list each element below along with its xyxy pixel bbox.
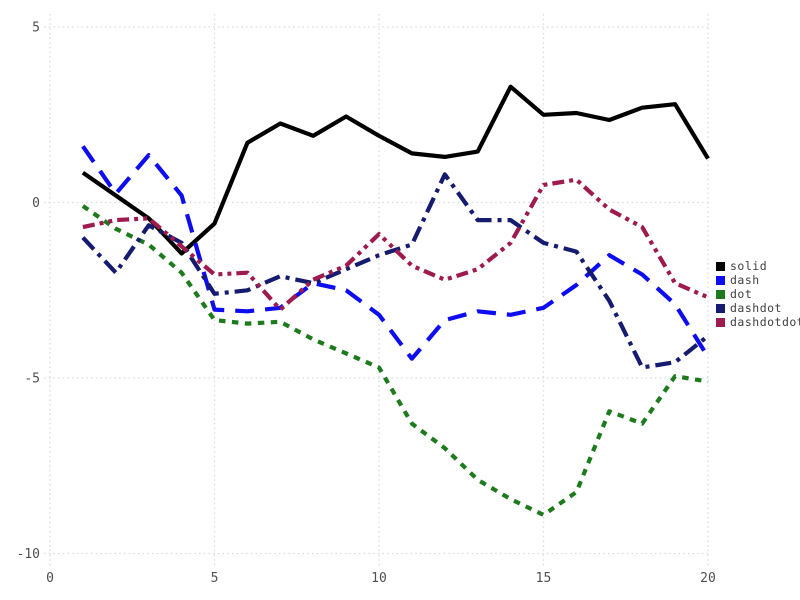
x-axis-tick-label: 5	[211, 571, 219, 586]
legend-swatch-dashdot	[716, 303, 725, 313]
y-axis-tick-label: 5	[32, 21, 40, 36]
legend-label: dot	[730, 287, 753, 301]
series-line-dashdot	[81, 172, 710, 370]
series-line-dashdotdot	[82, 177, 709, 312]
axis-tick-labels: 5 0 -5 -10 0 5 10 15 20	[17, 21, 716, 587]
x-axis-tick-label: 0	[46, 571, 54, 586]
series-line-dot	[81, 204, 709, 518]
y-axis-tick-label: 0	[32, 196, 40, 211]
x-axis-tick-label: 20	[700, 571, 716, 586]
legend-swatch-dot	[716, 289, 725, 299]
legend-item-dashdot: dashdot	[716, 301, 800, 315]
grid	[44, 14, 711, 566]
y-axis-tick-label: -5	[24, 372, 40, 387]
legend-item-solid: solid	[716, 259, 800, 273]
y-axis-tick-label: -10	[17, 547, 40, 562]
legend-item-dash: dash	[716, 273, 800, 287]
series-line-solid	[81, 84, 710, 256]
legend-label: dash	[730, 273, 760, 287]
legend-swatch-solid	[716, 261, 725, 271]
legend-label: dashdot	[730, 301, 782, 315]
chart-legend: solid dash dot dashdot dashdotdot	[716, 259, 800, 329]
legend-label: solid	[730, 259, 768, 273]
legend-item-dashdotdot: dashdotdot	[716, 315, 800, 329]
legend-label: dashdotdot	[730, 315, 800, 329]
legend-item-dot: dot	[716, 287, 800, 301]
legend-swatch-dashdotdot	[716, 317, 725, 327]
series-lines	[81, 84, 710, 518]
legend-swatch-dash	[716, 275, 725, 285]
x-axis-tick-label: 15	[536, 571, 552, 586]
x-axis-tick-label: 10	[371, 571, 387, 586]
series-line-dash	[81, 145, 710, 361]
